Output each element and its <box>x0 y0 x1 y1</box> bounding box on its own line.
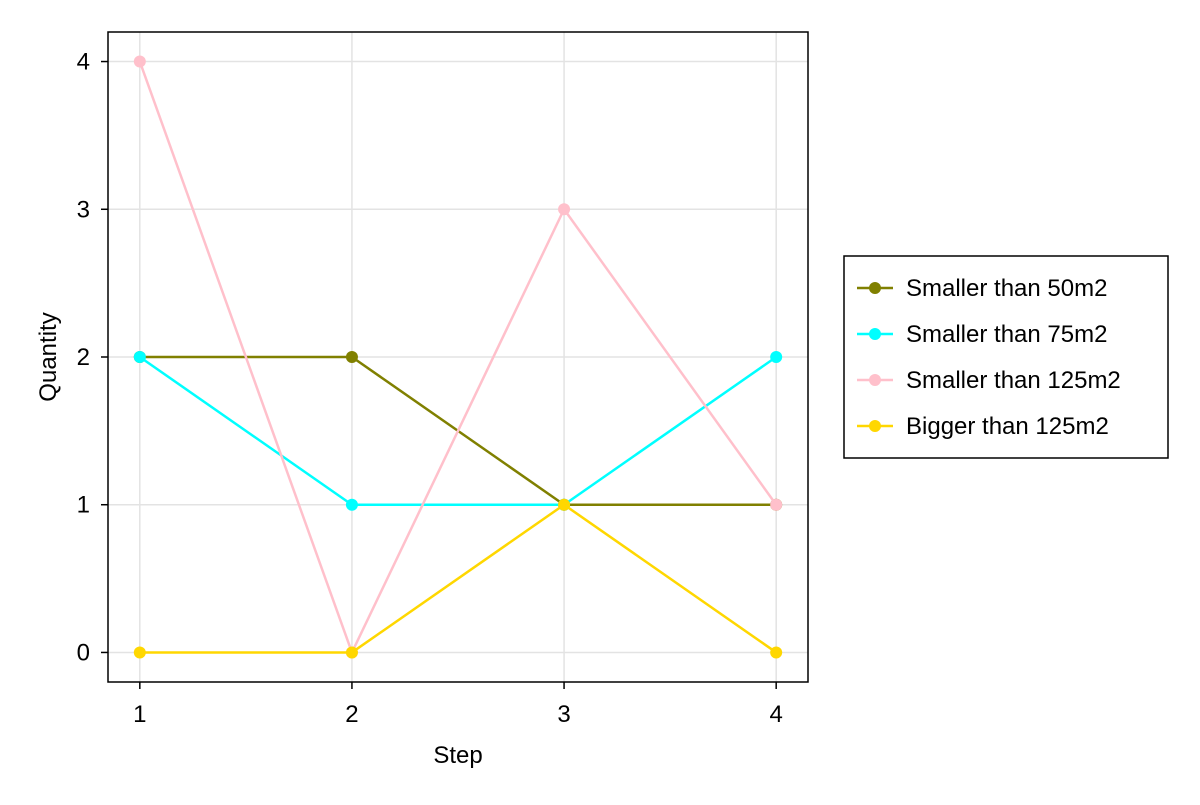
x-tick-label: 3 <box>557 701 570 728</box>
legend-item: Smaller than 125m2 <box>857 367 1121 394</box>
legend: Smaller than 50m2 Smaller than 75m2 Smalle… <box>843 255 1169 459</box>
legend-box <box>843 255 1169 459</box>
y-tick-label: 4 <box>77 49 90 76</box>
data-point <box>558 203 571 216</box>
series-line <box>139 355 777 506</box>
data-point <box>770 498 783 511</box>
y-tick-label: 0 <box>77 639 90 666</box>
legend-label: Smaller than 125m2 <box>906 367 1121 394</box>
data-point <box>345 351 358 363</box>
data-point <box>770 646 783 659</box>
x-tick-label: 2 <box>345 701 358 728</box>
legend-swatch-marker <box>869 282 881 294</box>
legend-item: Smaller than 50m2 <box>857 275 1107 302</box>
legend-items: Smaller than 50m2 Smaller than 75m2 Smalle… <box>857 275 1121 440</box>
series-line <box>139 503 777 654</box>
data-point <box>345 646 358 659</box>
legend-swatch-marker <box>869 328 881 340</box>
data-point <box>133 55 146 68</box>
legend-swatch-marker <box>869 420 881 432</box>
y-axis-label: Quantity <box>35 312 62 401</box>
x-tick-label: 4 <box>770 701 783 728</box>
legend-swatch-marker <box>869 374 881 386</box>
series-line <box>138 61 778 654</box>
data-point <box>133 351 146 363</box>
x-axis-label: Step <box>433 742 482 769</box>
y-tick-label: 1 <box>77 492 90 519</box>
legend-label: Bigger than 125m2 <box>906 413 1109 440</box>
legend-label: Smaller than 75m2 <box>906 321 1107 348</box>
tick-layer: 1 2 3 4 0 1 2 3 4 <box>77 49 783 728</box>
y-tick-label: 2 <box>77 344 90 371</box>
data-point <box>770 351 783 363</box>
legend-item: Smaller than 75m2 <box>857 321 1107 348</box>
series-group <box>133 498 783 659</box>
series-group <box>133 55 783 659</box>
data-point <box>558 498 571 511</box>
data-point <box>133 646 146 659</box>
x-tick-label: 1 <box>133 701 146 728</box>
legend-label: Smaller than 50m2 <box>906 275 1107 302</box>
data-point <box>345 498 358 511</box>
legend-item: Bigger than 125m2 <box>857 413 1109 440</box>
y-tick-label: 3 <box>77 196 90 223</box>
series-layer <box>133 55 783 659</box>
